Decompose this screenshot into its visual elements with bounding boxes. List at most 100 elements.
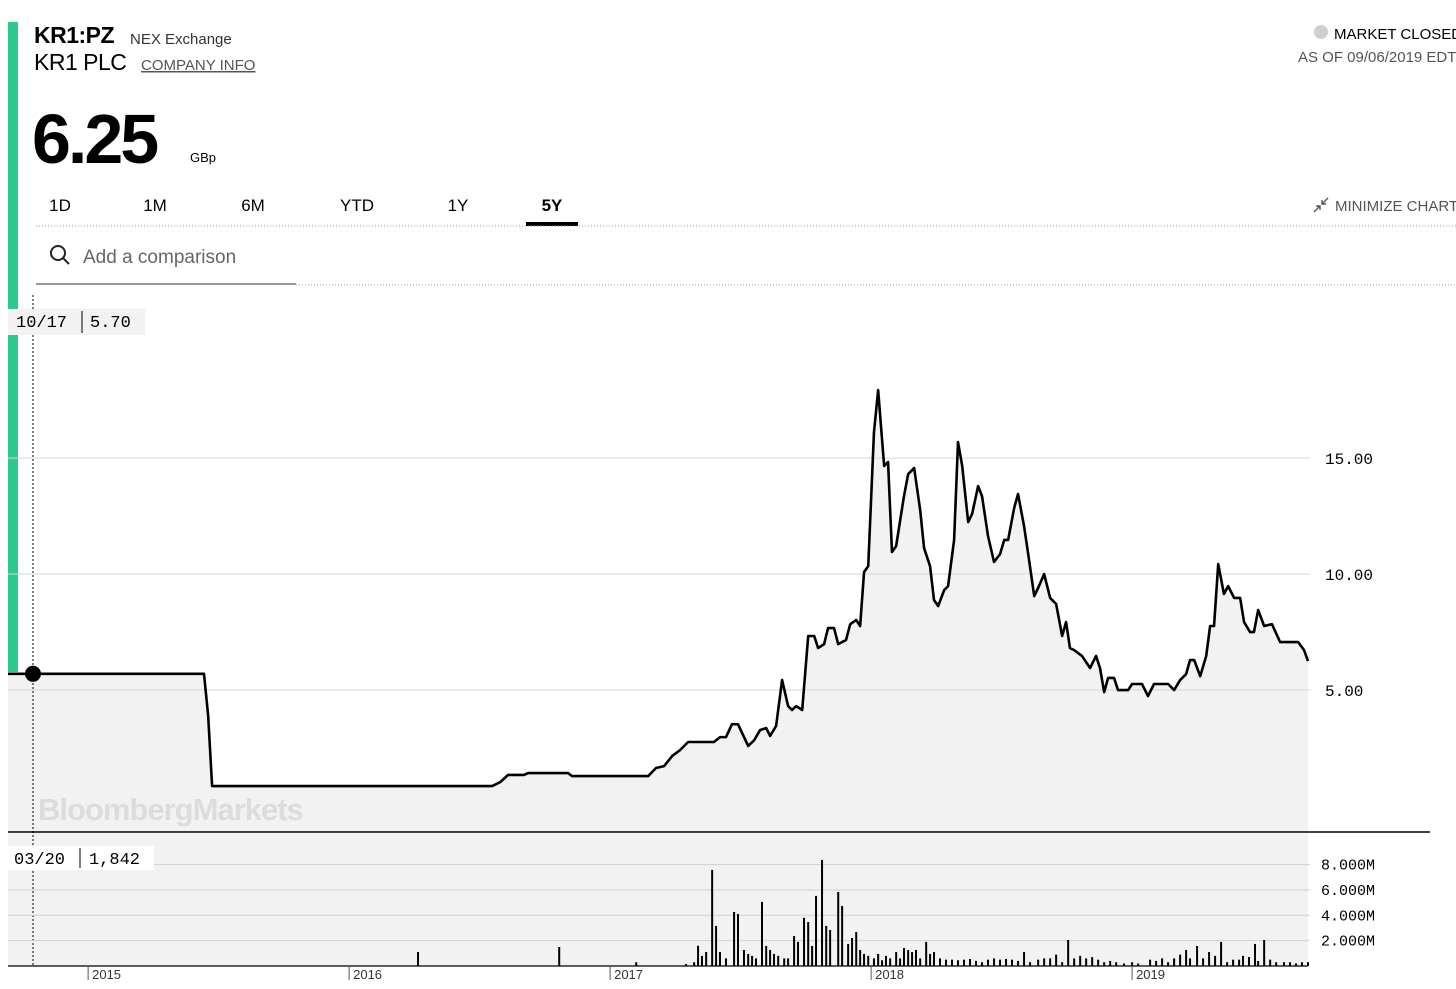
y-tick-label: 5.00 <box>1325 683 1363 701</box>
volume-bar <box>1232 959 1235 966</box>
volume-bar <box>693 962 696 966</box>
range-tab[interactable]: YTD <box>340 196 374 215</box>
x-tick-label: 2019 <box>1136 967 1165 982</box>
volume-bar <box>769 950 772 966</box>
volume-bar <box>417 952 420 966</box>
volume-bar <box>718 952 721 966</box>
volume-bar <box>751 955 754 966</box>
volume-bar <box>1055 954 1058 966</box>
volume-bar <box>914 950 917 966</box>
y-tick-label: 6.000M <box>1321 883 1375 900</box>
comparison-input[interactable]: Add a comparison <box>83 247 236 268</box>
volume-bar <box>1220 941 1223 966</box>
volume-bar <box>1248 957 1251 966</box>
volume-bar <box>855 932 858 966</box>
volume-bar <box>765 945 768 966</box>
charts: BloombergMarkets 5.00 10.00 15.00 10/17 5.70 2… <box>8 295 1430 982</box>
volume-bar <box>755 958 758 966</box>
volume-bar <box>715 925 718 966</box>
volume-bar <box>1238 959 1241 966</box>
volume-bar <box>911 952 914 966</box>
tooltip-date: 03/20 <box>14 851 65 870</box>
volume-bar <box>807 922 810 966</box>
volume-bar <box>932 952 935 966</box>
range-tab[interactable]: 1D <box>49 196 71 215</box>
volume-bar <box>797 941 800 966</box>
volume-bar <box>724 958 727 966</box>
volume-bar <box>863 953 866 966</box>
volume-bar <box>951 959 954 966</box>
volume-bar <box>1115 962 1118 966</box>
volume-bar <box>975 960 978 966</box>
volume-bar <box>1049 958 1052 966</box>
tooltip-value: 1,842 <box>89 851 140 870</box>
volume-bar <box>635 962 638 966</box>
company-name: KR1 PLC <box>34 49 126 75</box>
accent-bar <box>8 22 18 672</box>
volume-bar <box>1167 962 1170 966</box>
volume-bar <box>1137 963 1140 966</box>
volume-bar <box>945 959 948 966</box>
volume-bar <box>902 948 905 966</box>
volume-bar <box>1288 962 1291 966</box>
volume-bar <box>899 958 902 966</box>
volume-bar <box>825 925 828 966</box>
y-tick-label: 10.00 <box>1325 567 1373 585</box>
volume-bar <box>1257 960 1260 966</box>
volume-bar <box>787 958 790 966</box>
range-tab[interactable]: 5Y <box>542 196 563 215</box>
company-info-link[interactable]: COMPANY INFO <box>141 57 255 74</box>
volume-bar <box>829 930 832 966</box>
volume-bar <box>1189 958 1192 966</box>
volume-bar <box>1005 959 1008 966</box>
volume-bar <box>1011 959 1014 966</box>
y-tick-label: 8.000M <box>1321 858 1375 875</box>
volume-bar <box>884 955 887 966</box>
last-price: 6.25 <box>32 100 157 178</box>
volume-bar <box>747 953 750 966</box>
volume-bar <box>1185 950 1188 966</box>
volume-bar <box>837 891 840 966</box>
crosshair-dot <box>25 665 41 682</box>
y-tick-label: 2.000M <box>1321 934 1375 951</box>
market-status-dot <box>1314 25 1328 39</box>
volume-bar <box>1091 957 1094 966</box>
volume-bar <box>1282 962 1285 966</box>
volume-bar <box>803 917 806 966</box>
x-tick-label: 2016 <box>353 967 382 982</box>
volume-bar <box>1017 960 1020 966</box>
search-icon <box>50 245 70 265</box>
ticker: KR1:PZ <box>34 22 115 48</box>
volume-bar <box>939 958 942 966</box>
minimize-icon[interactable] <box>1313 197 1329 213</box>
minimize-chart[interactable]: MINIMIZE CHART <box>1335 198 1456 215</box>
volume-bar <box>969 959 972 966</box>
range-tab[interactable]: 6M <box>241 196 265 215</box>
volume-bar <box>847 943 850 966</box>
volume-bar <box>929 953 932 966</box>
volume-bar <box>1202 958 1205 966</box>
x-tick-label: 2017 <box>614 967 643 982</box>
volume-bar <box>1300 962 1303 966</box>
volume-bar <box>711 869 714 966</box>
volume-bar <box>558 946 561 966</box>
volume-bar <box>783 958 786 966</box>
volume-bar <box>705 952 708 966</box>
range-tab[interactable]: 1Y <box>448 196 469 215</box>
volume-bar <box>1067 940 1070 966</box>
volume-bar <box>1196 945 1199 966</box>
y-tick-label: 4.000M <box>1321 908 1375 925</box>
exchange: NEX Exchange <box>130 31 232 48</box>
volume-bar <box>1103 962 1106 966</box>
volume-bar <box>685 964 688 966</box>
volume-bar <box>841 905 844 966</box>
volume-bar <box>872 958 875 966</box>
as-of: AS OF 09/06/2019 EDT <box>1298 49 1456 66</box>
volume-bar <box>777 955 780 966</box>
currency: GBp <box>190 150 216 165</box>
tooltip-box <box>8 309 145 335</box>
volume-bar <box>999 959 1002 966</box>
volume-bar <box>1179 954 1182 966</box>
range-tab[interactable]: 1M <box>143 196 167 215</box>
